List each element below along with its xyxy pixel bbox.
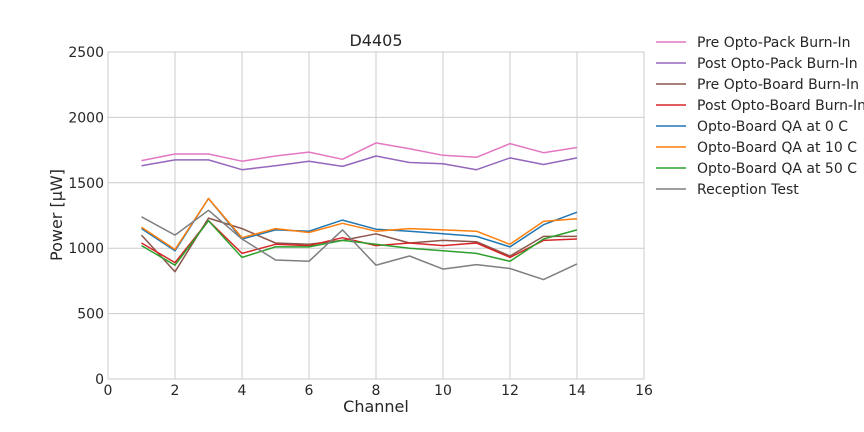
- legend-label: Opto-Board QA at 0 C: [697, 119, 848, 135]
- x-tick-label: 0: [104, 383, 113, 399]
- y-axis-label: Power [µW]: [47, 169, 66, 261]
- x-tick-labels: 0 2 4 6 8 10 12 14 16: [104, 383, 653, 399]
- x-tick-label: 8: [372, 383, 381, 399]
- legend-label: Reception Test: [697, 182, 799, 198]
- series-line: [141, 197, 578, 251]
- legend-item: Opto-Board QA at 50 C: [656, 161, 857, 177]
- x-tick-label: 14: [568, 383, 586, 399]
- y-tick-label: 1000: [68, 241, 104, 257]
- y-tick-label: 2500: [68, 45, 104, 61]
- legend-item: Opto-Board QA at 10 C: [656, 140, 857, 156]
- x-tick-label: 4: [238, 383, 247, 399]
- x-tick-label: 10: [434, 383, 452, 399]
- series-line: [141, 219, 578, 266]
- series-lines: [140, 142, 578, 281]
- legend-item: Pre Opto-Board Burn-In: [656, 77, 859, 93]
- series-line: [141, 155, 578, 171]
- legend-item: Post Opto-Board Burn-In: [656, 98, 864, 114]
- series-line: [141, 209, 578, 281]
- x-tick-label: 2: [171, 383, 180, 399]
- y-tick-label: 2000: [68, 110, 104, 126]
- grid: [107, 51, 645, 380]
- legend: Pre Opto-Pack Burn-In Post Opto-Pack Burn…: [656, 35, 864, 198]
- x-tick-label: 16: [635, 383, 653, 399]
- x-axis-label: Channel: [343, 397, 409, 416]
- legend-label: Opto-Board QA at 10 C: [697, 140, 857, 156]
- y-tick-label: 1500: [68, 176, 104, 192]
- y-tick-label: 0: [95, 372, 104, 388]
- x-tick-label: 6: [305, 383, 314, 399]
- y-tick-labels: 0 500 1000 1500 2000 2500: [68, 45, 104, 388]
- legend-item: Reception Test: [656, 182, 799, 198]
- legend-item: Pre Opto-Pack Burn-In: [656, 35, 851, 51]
- legend-item: Opto-Board QA at 0 C: [656, 119, 848, 135]
- legend-label: Pre Opto-Board Burn-In: [697, 77, 859, 93]
- legend-label: Post Opto-Pack Burn-In: [697, 56, 858, 72]
- series-line: [140, 217, 577, 273]
- legend-label: Post Opto-Board Burn-In: [697, 98, 864, 114]
- series-line: [141, 142, 578, 162]
- legend-item: Post Opto-Pack Burn-In: [656, 56, 858, 72]
- y-tick-label: 500: [77, 307, 104, 323]
- chart-title: D4405: [349, 31, 402, 50]
- x-tick-label: 12: [501, 383, 519, 399]
- legend-label: Pre Opto-Pack Burn-In: [697, 35, 851, 51]
- legend-label: Opto-Board QA at 50 C: [697, 161, 857, 177]
